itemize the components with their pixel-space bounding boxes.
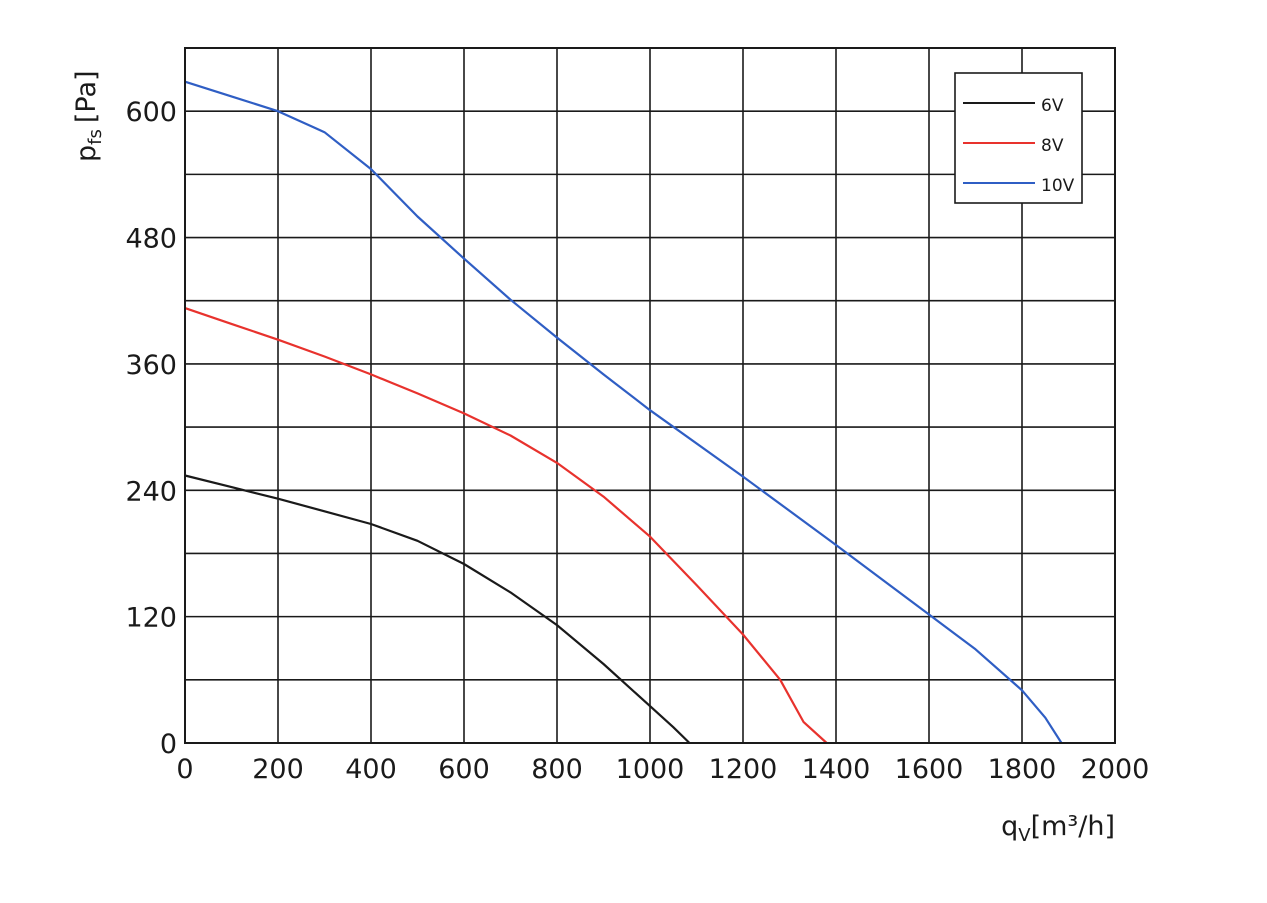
legend-label-10v: 10V: [1041, 176, 1075, 196]
legend: 6V 8V 10V: [954, 72, 1083, 204]
x-tick-label: 0: [176, 754, 193, 785]
x-tick-label: 400: [345, 754, 397, 785]
x-tick-label: 1400: [802, 754, 871, 785]
tick-labels: 0 200 400 600 800 1000 1200 1400 1600 1800 2000 0 12…: [125, 97, 1149, 785]
x-tick-label: 200: [252, 754, 304, 785]
series-line-10v: [184, 80, 1063, 744]
y-tick-label: 600: [125, 97, 177, 128]
y-axis-subscript: fs: [85, 129, 106, 145]
x-axis-title: qV[m³/h]: [1001, 811, 1115, 846]
y-tick-label: 480: [125, 224, 177, 255]
x-tick-label: 800: [531, 754, 583, 785]
y-axis-unit: [Pa]: [71, 70, 102, 123]
legend-label-6v: 6V: [1041, 96, 1064, 116]
x-axis-subscript: V: [1018, 825, 1031, 846]
x-axis-symbol: q: [1001, 811, 1018, 842]
x-tick-label: 2000: [1081, 754, 1150, 785]
y-tick-label: 0: [160, 729, 177, 760]
series-line-8v: [184, 307, 828, 744]
x-tick-label: 1600: [895, 754, 964, 785]
x-axis-unit: [m³/h]: [1031, 811, 1115, 842]
y-tick-label: 120: [125, 603, 177, 634]
x-tick-label: 600: [438, 754, 490, 785]
series-line-6v: [184, 474, 691, 744]
x-tick-label: 1200: [709, 754, 778, 785]
plot-frame: [184, 47, 1116, 744]
x-tick-label: 1000: [616, 754, 685, 785]
y-tick-label: 240: [125, 476, 177, 507]
x-tick-label: 1800: [988, 754, 1057, 785]
y-axis-title: pfs [Pa]: [71, 70, 106, 162]
series-lines: [184, 80, 1063, 744]
legend-box: [954, 72, 1083, 204]
y-axis-symbol: p: [71, 145, 102, 162]
legend-label-8v: 8V: [1041, 136, 1064, 156]
y-tick-label: 360: [125, 350, 177, 381]
